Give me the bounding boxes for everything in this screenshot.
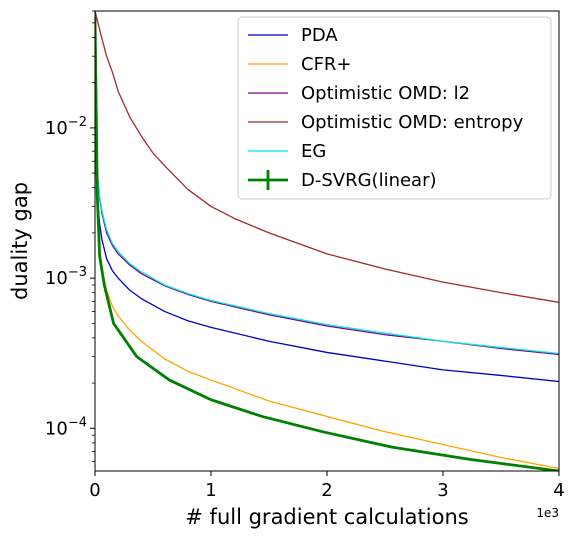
legend-label: D-SVRG(linear) xyxy=(301,170,437,191)
legend-label: Optimistic OMD: l2 xyxy=(301,83,470,104)
x-axis: 0 1 2 3 4 xyxy=(89,471,565,501)
series-line-d-svrg-linear xyxy=(95,16,559,471)
x-tick-label: 4 xyxy=(553,480,564,501)
series-line-eg xyxy=(95,144,559,355)
y-tick-label: 10−3 xyxy=(45,265,87,289)
y-tick-base: 10 xyxy=(45,418,68,439)
legend-label: EG xyxy=(301,141,326,162)
y-tick-exponent: −3 xyxy=(68,265,87,280)
y-tick-exponent: −4 xyxy=(68,415,87,430)
legend-label: PDA xyxy=(301,25,338,46)
y-tick-exponent: −2 xyxy=(68,115,87,130)
y-tick-label: 10−4 xyxy=(45,415,87,439)
legend: PDA CFR+ Optimistic OMD: l2 Optimistic OMD:… xyxy=(237,16,552,200)
series-line-optimistic-omd-entropy xyxy=(95,11,559,303)
y-tick-label: 10−2 xyxy=(45,115,87,139)
series-layer xyxy=(95,11,559,471)
y-axis: 10−410−310−2 xyxy=(45,10,95,463)
x-tick-label: 1 xyxy=(205,480,216,501)
y-tick-base: 10 xyxy=(45,268,68,289)
x-axis-label: # full gradient calculations xyxy=(185,505,468,529)
x-tick-label: 2 xyxy=(321,480,332,501)
series-line-pda xyxy=(95,166,559,383)
legend-label: Optimistic OMD: entropy xyxy=(301,112,524,133)
x-tick-label: 0 xyxy=(89,480,100,501)
y-tick-base: 10 xyxy=(45,118,68,139)
x-tick-label: 3 xyxy=(437,480,448,501)
legend-box xyxy=(237,16,552,200)
legend-label: CFR+ xyxy=(301,54,352,75)
y-axis-label: duality gap xyxy=(8,182,32,300)
x-offset-label: 1e3 xyxy=(536,506,559,520)
